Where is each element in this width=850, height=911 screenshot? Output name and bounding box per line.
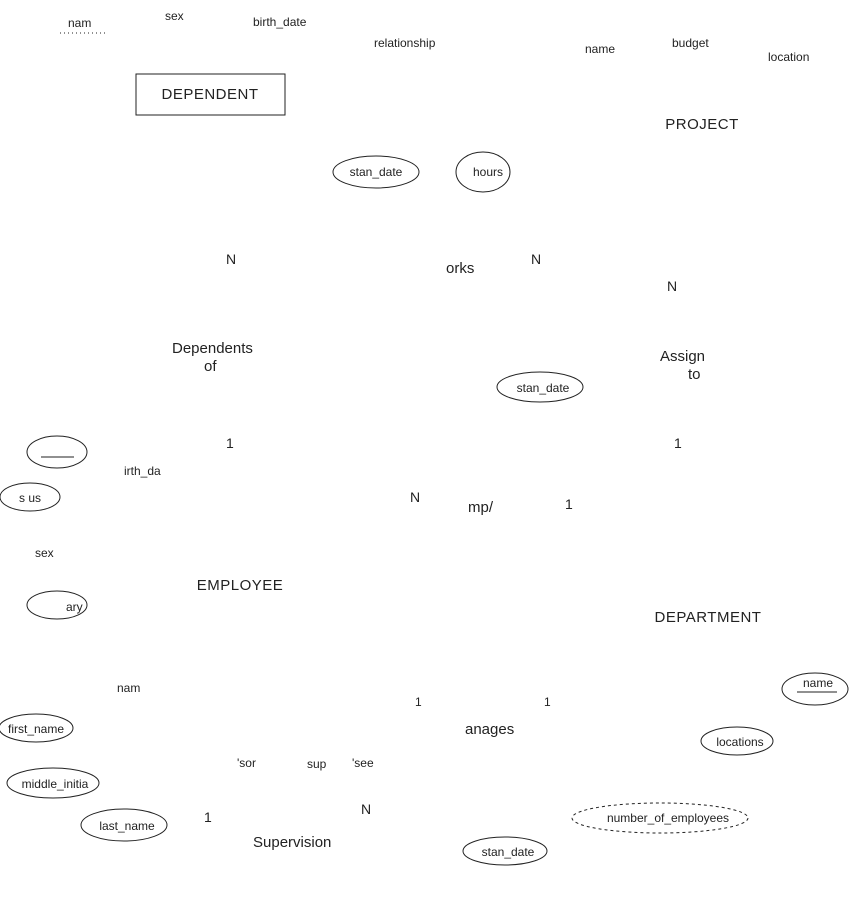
- supervision-card-n: N: [361, 801, 371, 817]
- employee-last-name-attr: last_name: [99, 819, 155, 833]
- dependents-of-label-1: Dependents: [172, 340, 253, 357]
- manages-card-1b: 1: [544, 695, 551, 709]
- works-on-label: orks: [446, 260, 474, 277]
- employee-first-name-ellipse: [0, 713, 74, 743]
- sup-role: sup: [307, 757, 327, 771]
- department-locations-ellipse: [700, 726, 774, 756]
- employee-middle-initial-ellipse: [6, 767, 100, 799]
- employee-sex-attr: sex: [35, 546, 54, 560]
- dependent-birth-date-attr: birth_date: [253, 15, 307, 29]
- works-start-date-ellipse: [332, 155, 420, 189]
- supervisor-role: 'sor: [237, 756, 256, 770]
- dependent-relationship-attr: relationship: [374, 36, 436, 50]
- project-location-attr: location: [768, 50, 809, 64]
- dependents-card-n: N: [226, 251, 236, 267]
- department-name-ellipse: [781, 672, 849, 706]
- supervision-card-1: 1: [204, 809, 212, 825]
- department-name-attr: name: [803, 676, 833, 690]
- assign-start-date-ellipse: [496, 371, 584, 403]
- works-for-card-n: N: [410, 489, 420, 505]
- supervision-label: Supervision: [253, 834, 331, 851]
- assign-to-label-1: Assign: [660, 348, 705, 365]
- dependent-name-attr: nam: [68, 16, 91, 30]
- supervisee-role: 'see: [352, 756, 374, 770]
- dependent-sex-attr: sex: [165, 9, 184, 23]
- project-entity-label: PROJECT: [665, 116, 739, 133]
- assign-start-date-attr: stan_date: [517, 381, 570, 395]
- employee-entity-label: EMPLOYEE: [197, 577, 284, 594]
- department-entity-label: DEPARTMENT: [655, 609, 762, 626]
- employee-last-name-ellipse: [80, 808, 168, 842]
- department-num-employees-attr: number_of_employees: [607, 811, 729, 825]
- employee-salary-attr: ary: [66, 600, 83, 614]
- works-for-card-1: 1: [565, 496, 573, 512]
- manages-start-date-attr: stan_date: [482, 845, 535, 859]
- department-locations-attr: locations: [716, 735, 763, 749]
- employee-first-name-attr: first_name: [8, 722, 64, 736]
- employee-status-ellipse: [0, 482, 61, 512]
- assign-to-label-2: to: [688, 366, 701, 383]
- works-on-card-n2: N: [667, 278, 677, 294]
- employee-status-attr: s us: [19, 491, 41, 505]
- works-start-date-attr: stan_date: [350, 165, 403, 179]
- dependents-card-1: 1: [226, 435, 234, 451]
- works-on-card-n1: N: [531, 251, 541, 267]
- manages-label: anages: [465, 721, 514, 738]
- employee-salary-ellipse: [26, 590, 88, 620]
- dependent-entity-label: DEPENDENT: [161, 86, 258, 103]
- dependents-of-label-2: of: [204, 358, 217, 375]
- employee-birth-date-attr: irth_da: [124, 464, 161, 478]
- employee-name-attr: nam: [117, 681, 140, 695]
- works-hours-attr: hours: [473, 165, 503, 179]
- project-budget-attr: budget: [672, 36, 709, 50]
- department-num-employees-ellipse: [571, 802, 749, 834]
- dependent-entity-box: [135, 73, 286, 116]
- manages-card-1a: 1: [415, 695, 422, 709]
- assign-card-1: 1: [674, 435, 682, 451]
- employee-middle-initial-attr: middle_initia: [22, 777, 89, 791]
- project-name-attr: name: [585, 42, 615, 56]
- works-for-label: mp/: [468, 499, 494, 516]
- works-hours-ellipse: [455, 151, 511, 193]
- manages-start-date-ellipse: [462, 836, 548, 866]
- employee-key-attr-ellipse: [26, 435, 88, 469]
